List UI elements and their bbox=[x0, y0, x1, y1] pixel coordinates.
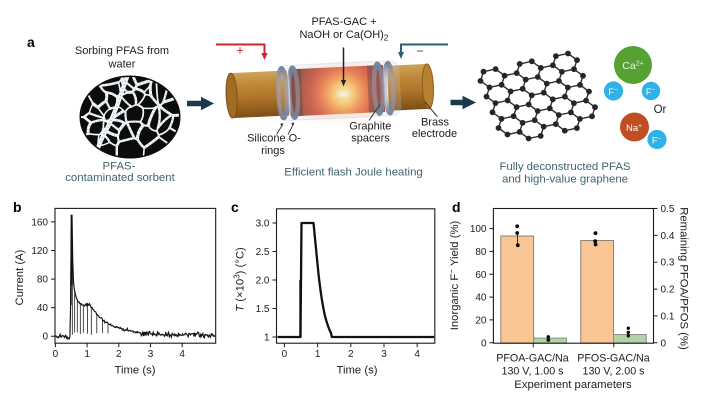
svg-text:PFOS-GAC/Na: PFOS-GAC/Na bbox=[577, 353, 650, 365]
svg-text:2: 2 bbox=[116, 349, 122, 360]
svg-text:+: + bbox=[236, 44, 243, 58]
svg-text:120: 120 bbox=[31, 246, 48, 257]
svg-text:2.0: 2.0 bbox=[256, 276, 270, 287]
svg-text:Graphite: Graphite bbox=[349, 121, 391, 133]
svg-text:PFAS-: PFAS- bbox=[103, 161, 136, 173]
svg-text:0: 0 bbox=[282, 349, 288, 360]
svg-text:c: c bbox=[231, 199, 239, 215]
svg-text:20: 20 bbox=[475, 316, 487, 327]
svg-text:100: 100 bbox=[470, 224, 487, 235]
svg-text:3: 3 bbox=[381, 349, 387, 360]
svg-text:0.5: 0.5 bbox=[661, 204, 675, 215]
svg-text:F−: F− bbox=[652, 136, 662, 146]
svg-text:0.4: 0.4 bbox=[661, 231, 675, 242]
svg-text:160: 160 bbox=[31, 217, 48, 228]
svg-text:0.3: 0.3 bbox=[661, 258, 675, 269]
svg-text:40: 40 bbox=[37, 303, 49, 314]
svg-text:4: 4 bbox=[179, 349, 185, 360]
svg-text:spacers: spacers bbox=[351, 133, 390, 145]
svg-text:Silicone O-: Silicone O- bbox=[247, 133, 301, 145]
svg-text:80: 80 bbox=[475, 247, 487, 258]
svg-text:Inorganic F− Yield (%): Inorganic F− Yield (%) bbox=[447, 220, 461, 330]
svg-text:Fully deconstructed PFAS: Fully deconstructed PFAS bbox=[499, 161, 630, 173]
svg-text:1: 1 bbox=[264, 333, 270, 344]
svg-text:PFAS-GAC +: PFAS-GAC + bbox=[311, 16, 376, 28]
svg-text:2.5: 2.5 bbox=[256, 247, 270, 258]
svg-text:Efficient flash Joule heating: Efficient flash Joule heating bbox=[284, 167, 422, 179]
svg-text:3.0: 3.0 bbox=[256, 219, 270, 230]
svg-text:NaOH or Ca(OH)2: NaOH or Ca(OH)2 bbox=[299, 29, 388, 43]
svg-text:1.5: 1.5 bbox=[256, 304, 270, 315]
svg-text:contaminated sorbent: contaminated sorbent bbox=[65, 172, 175, 184]
svg-text:F−: F− bbox=[608, 87, 618, 97]
svg-text:0: 0 bbox=[42, 332, 48, 343]
svg-text:Na+: Na+ bbox=[626, 123, 642, 134]
svg-text:a: a bbox=[27, 34, 35, 50]
svg-text:Time (s): Time (s) bbox=[337, 365, 378, 377]
svg-text:2: 2 bbox=[348, 349, 354, 360]
svg-text:130 V, 1.00 s: 130 V, 1.00 s bbox=[502, 366, 564, 378]
svg-text:0: 0 bbox=[661, 338, 667, 349]
svg-text:d: d bbox=[452, 199, 461, 215]
svg-text:Or: Or bbox=[654, 104, 667, 116]
svg-text:Experiment parameters: Experiment parameters bbox=[514, 379, 632, 391]
svg-text:0.2: 0.2 bbox=[661, 285, 675, 296]
svg-text:Remaining PFOA/PFOS (%): Remaining PFOA/PFOS (%) bbox=[678, 207, 690, 350]
svg-text:3: 3 bbox=[148, 349, 154, 360]
svg-text:80: 80 bbox=[37, 275, 49, 286]
svg-text:Brass: Brass bbox=[421, 117, 450, 129]
svg-text:b: b bbox=[13, 199, 22, 215]
svg-text:and high-value graphene: and high-value graphene bbox=[502, 174, 628, 186]
svg-text:electrode: electrode bbox=[412, 128, 457, 140]
svg-text:60: 60 bbox=[475, 270, 487, 281]
svg-text:Current (A): Current (A) bbox=[14, 249, 26, 305]
svg-text:Time (s): Time (s) bbox=[115, 365, 156, 377]
svg-text:0.1: 0.1 bbox=[661, 311, 675, 322]
svg-text:T (×103) (°C): T (×103) (°C) bbox=[233, 247, 247, 312]
svg-text:F−: F− bbox=[646, 87, 656, 97]
svg-text:1: 1 bbox=[315, 349, 321, 360]
svg-text:1: 1 bbox=[84, 349, 90, 360]
svg-text:water: water bbox=[108, 59, 136, 71]
svg-text:40: 40 bbox=[475, 293, 487, 304]
svg-text:130 V, 2.00 s: 130 V, 2.00 s bbox=[583, 366, 645, 378]
svg-text:0: 0 bbox=[481, 338, 487, 349]
svg-text:0: 0 bbox=[53, 349, 59, 360]
svg-text:−: − bbox=[416, 44, 424, 59]
svg-text:Sorbing PFAS from: Sorbing PFAS from bbox=[75, 45, 169, 57]
svg-text:PFOA-GAC/Na: PFOA-GAC/Na bbox=[496, 353, 569, 365]
svg-text:4: 4 bbox=[414, 349, 420, 360]
svg-text:rings: rings bbox=[261, 145, 285, 157]
